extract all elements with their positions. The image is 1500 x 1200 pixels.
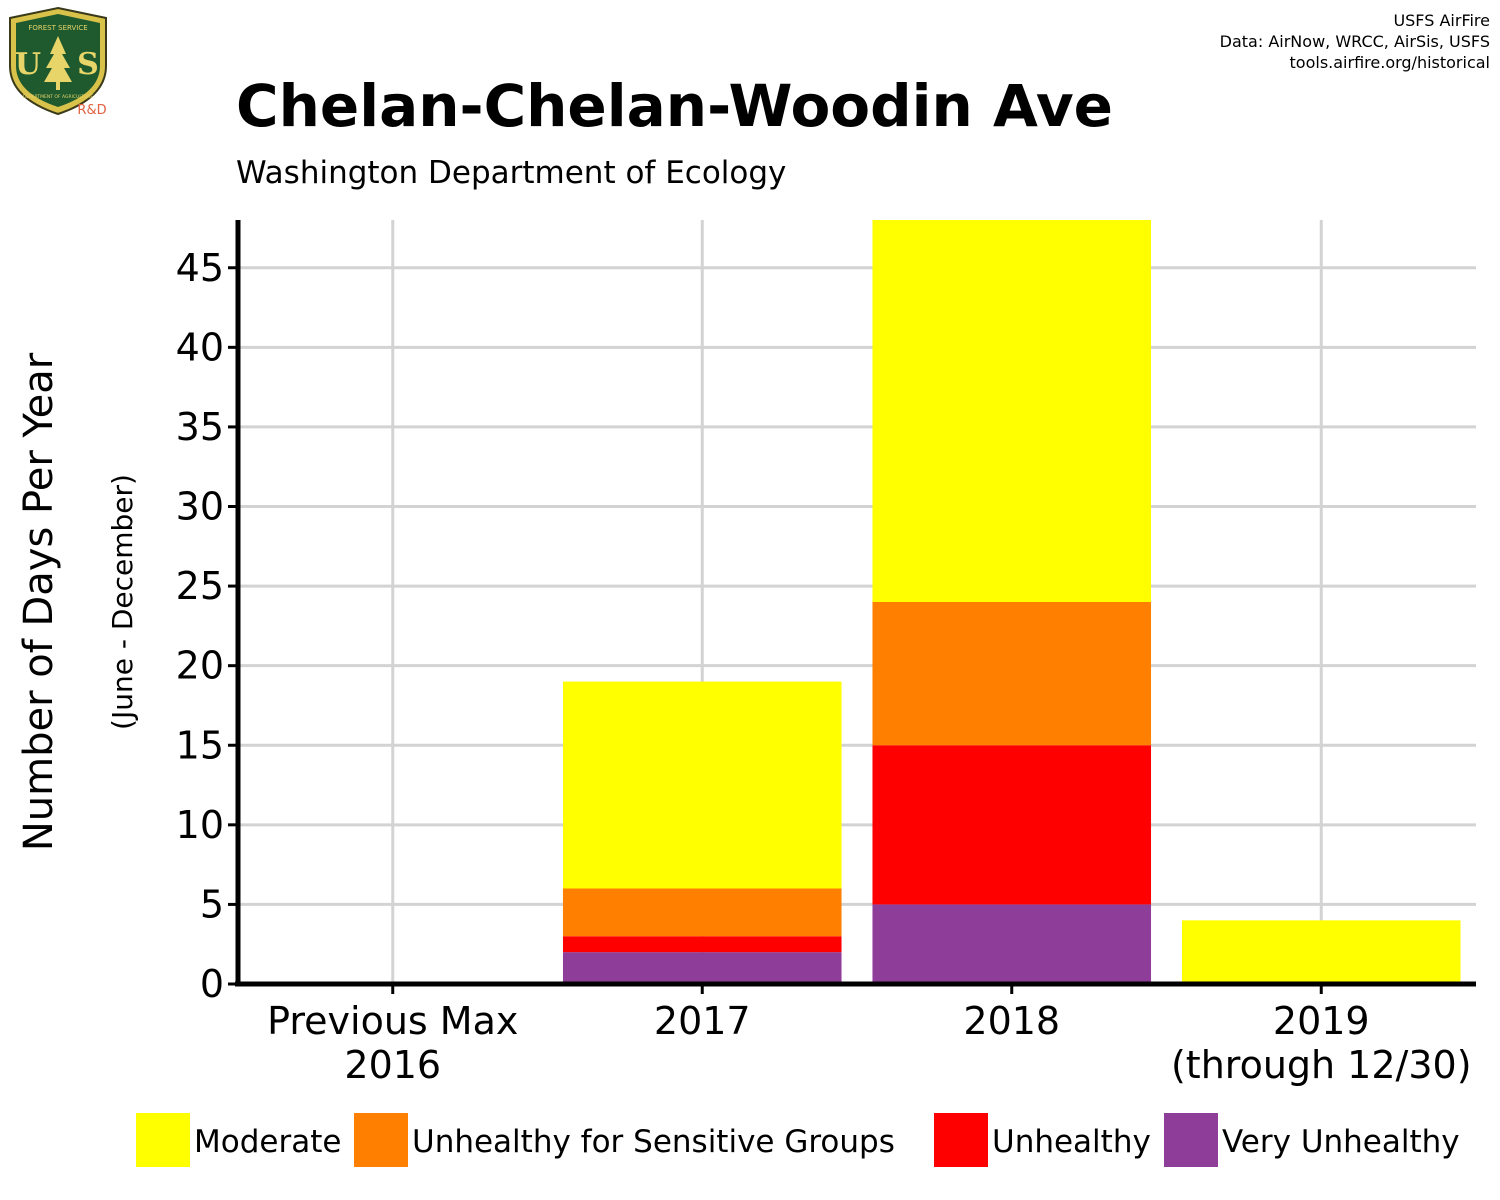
y-tick-label: 25 (176, 564, 224, 608)
x-tick-label: 2017 (654, 999, 751, 1043)
legend-label: Very Unhealthy (1222, 1124, 1460, 1160)
y-tick-label: 5 (200, 882, 224, 926)
bar-segment (872, 745, 1152, 905)
legend-swatch (136, 1113, 190, 1167)
chart-title: Chelan-Chelan-Woodin Ave (236, 72, 1113, 140)
usfs-shield-logo: U S FOREST SERVICE DEPARTMENT OF AGRICUL… (9, 6, 107, 118)
logo-badge: R&D (77, 103, 106, 118)
logo-top-text: FOREST SERVICE (28, 24, 87, 32)
x-tick-label: 2018 (963, 999, 1060, 1043)
x-tick-label: 2019 (1273, 999, 1370, 1043)
bar-segment (872, 904, 1152, 984)
bar-segment (1181, 920, 1461, 984)
legend-label: Unhealthy (992, 1124, 1151, 1160)
y-tick-label: 40 (176, 325, 224, 369)
credit-line: USFS AirFire (1393, 11, 1490, 30)
logo-letters-left: U (15, 47, 41, 82)
credit-line: tools.airfire.org/historical (1289, 53, 1490, 72)
bar-segment (562, 888, 842, 937)
y-axis-title: Number of Days Per Year (16, 352, 62, 851)
y-tick-label: 45 (176, 246, 224, 290)
logo-bottom-text: DEPARTMENT OF AGRICULTURE (23, 94, 94, 100)
bar-segment (562, 936, 842, 953)
bar-segment (872, 602, 1152, 746)
legend-label: Moderate (194, 1124, 341, 1160)
bar-segment (562, 952, 842, 984)
legend-label: Unhealthy for Sensitive Groups (412, 1124, 895, 1160)
y-tick-label: 30 (176, 485, 224, 529)
y-tick-label: 35 (176, 405, 224, 449)
y-tick-label: 0 (200, 962, 224, 1006)
legend-swatch (354, 1113, 408, 1167)
chart-subtitle: Washington Department of Ecology (236, 155, 787, 191)
bar-segment (872, 220, 1152, 602)
x-tick-label: Previous Max (267, 999, 518, 1043)
y-tick-label: 15 (176, 723, 224, 767)
bar-segment (562, 681, 842, 889)
y-tick-label: 20 (176, 644, 224, 688)
x-tick-label: (through 12/30) (1171, 1043, 1472, 1087)
y-tick-label: 10 (176, 803, 224, 847)
credits: USFS AirFire Data: AirNow, WRCC, AirSis,… (1220, 10, 1490, 73)
x-tick-label: 2016 (344, 1043, 441, 1087)
legend-swatch (1164, 1113, 1218, 1167)
y-axis-subtitle: (June - December) (106, 474, 139, 730)
credit-line: Data: AirNow, WRCC, AirSis, USFS (1219, 32, 1490, 51)
logo-letters-right: S (77, 47, 99, 82)
legend-swatch (934, 1113, 988, 1167)
